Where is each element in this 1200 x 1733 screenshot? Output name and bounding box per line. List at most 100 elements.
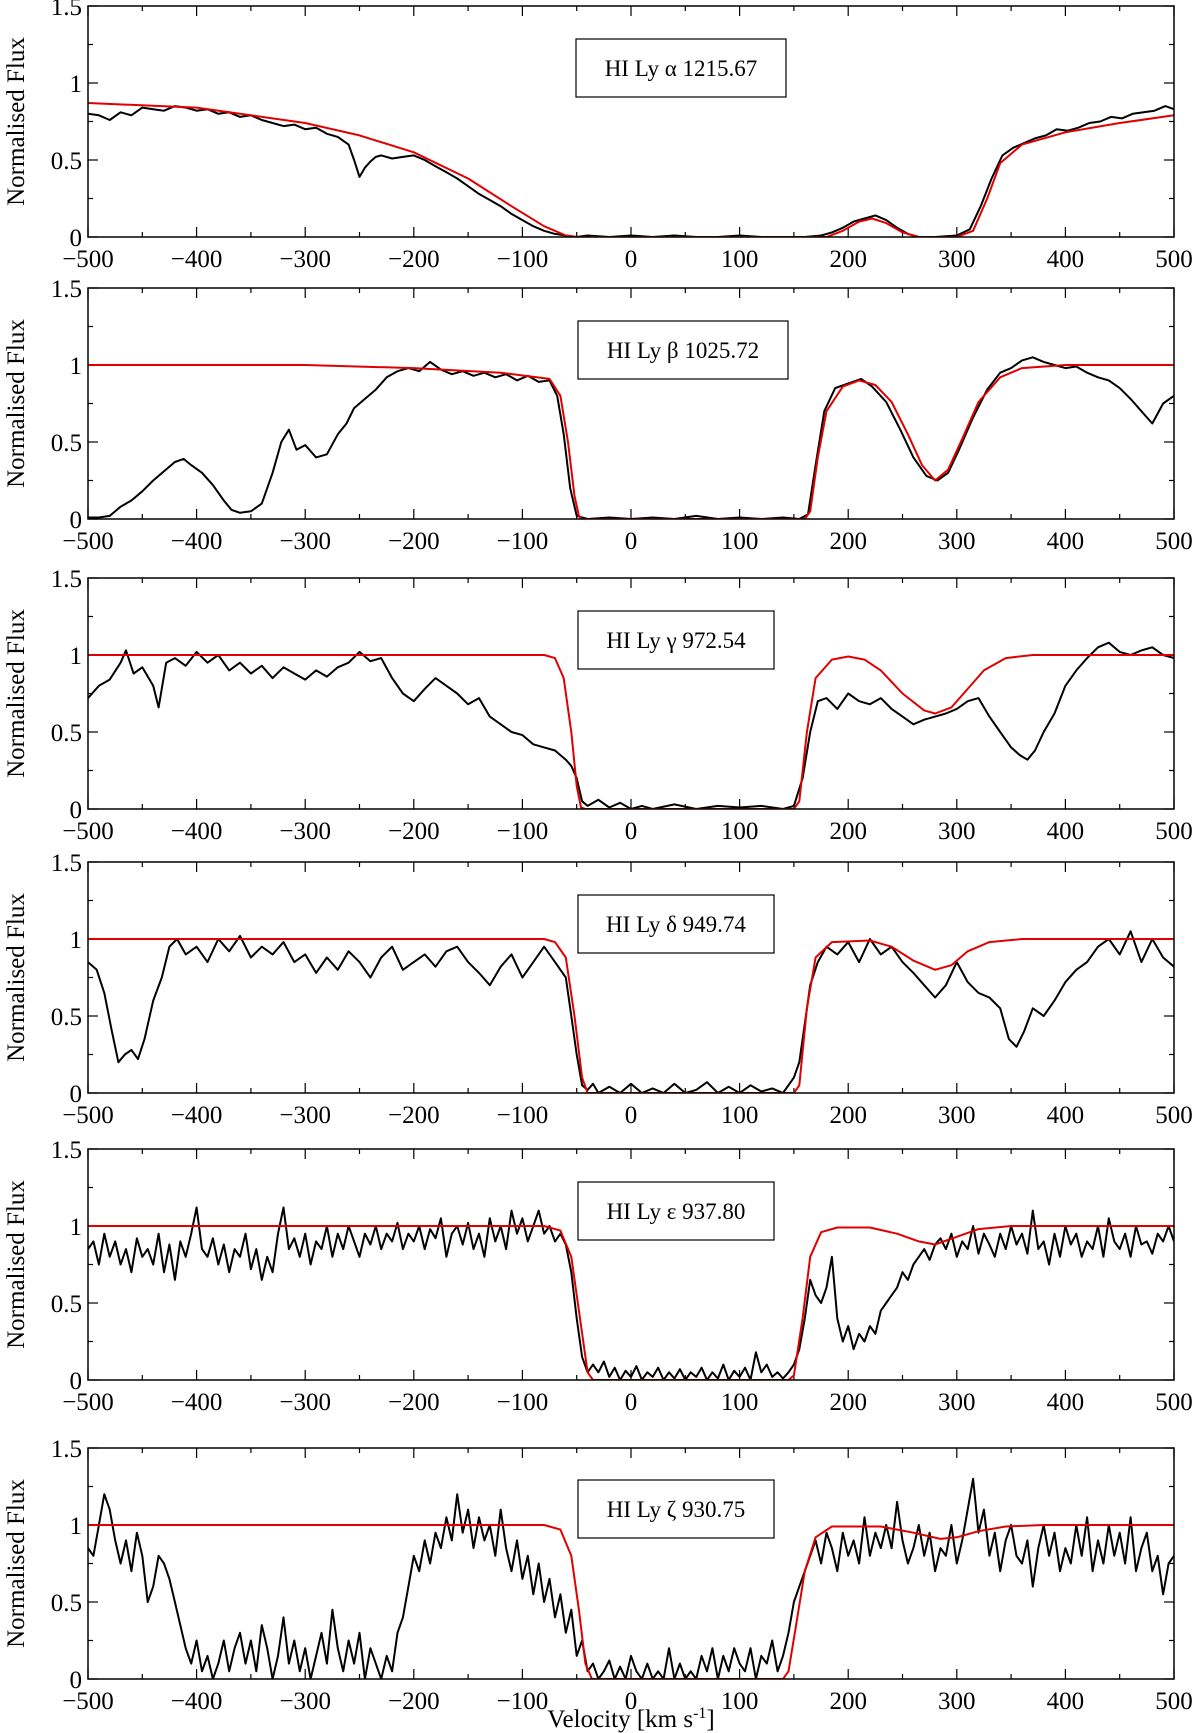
x-tick-label: −200 — [388, 1688, 440, 1715]
plot-frame — [87, 1447, 1175, 1680]
y-tick-label: 0 — [70, 1081, 83, 1108]
legend-line-label: HI Ly γ 972.54 — [606, 628, 746, 653]
x-tick-label: 200 — [829, 1688, 867, 1715]
x-tick-label: 0 — [625, 1102, 638, 1129]
y-axis-label: Normalised Flux — [3, 609, 30, 778]
x-tick-label: 100 — [721, 246, 759, 273]
y-tick-label: 1 — [70, 927, 83, 954]
x-tick-label: 300 — [938, 1389, 976, 1416]
x-tick-label: −100 — [497, 1389, 549, 1416]
y-tick-label: 0.5 — [51, 430, 82, 457]
observed-spectrum-line — [88, 930, 1174, 1093]
x-tick-label: −300 — [279, 246, 331, 273]
y-axis-label: Normalised Flux — [3, 319, 30, 488]
x-tick-label: −100 — [497, 246, 549, 273]
y-tick-label: 1 — [70, 353, 83, 380]
y-tick-label: 0 — [70, 797, 83, 824]
x-tick-label: 0 — [625, 818, 638, 845]
model-fit-line — [88, 938, 1174, 1093]
x-tick-label: 100 — [721, 528, 759, 555]
x-tick-label: −500 — [62, 818, 114, 845]
x-tick-label: −100 — [497, 1688, 549, 1715]
x-tick-label: −200 — [388, 528, 440, 555]
x-tick-label: 500 — [1155, 1102, 1193, 1129]
x-tick-label: −300 — [279, 1389, 331, 1416]
x-tick-label: 0 — [625, 246, 638, 273]
x-tick-label: −400 — [171, 1102, 223, 1129]
x-tick-label: −100 — [497, 528, 549, 555]
x-tick-label: 300 — [938, 1102, 976, 1129]
x-tick-label: 200 — [829, 1389, 867, 1416]
x-tick-label: −300 — [279, 528, 331, 555]
x-tick-label: 400 — [1047, 1688, 1085, 1715]
y-tick-label: 1 — [70, 643, 83, 670]
x-tick-label: 400 — [1047, 528, 1085, 555]
x-tick-label: 0 — [625, 1389, 638, 1416]
y-tick-label: 0.5 — [51, 1004, 82, 1031]
x-tick-label: 0 — [625, 1688, 638, 1715]
x-tick-label: −400 — [171, 1389, 223, 1416]
y-tick-label: 0 — [70, 507, 83, 534]
observed-spectrum-line — [88, 356, 1174, 519]
observed-spectrum-line — [88, 1206, 1174, 1380]
legend-box — [577, 320, 789, 380]
x-tick-label: −200 — [388, 246, 440, 273]
x-tick-label: 100 — [721, 1389, 759, 1416]
x-tick-label: −500 — [62, 1102, 114, 1129]
plot-frame — [87, 5, 1175, 238]
x-tick-label: −300 — [279, 1688, 331, 1715]
observed-spectrum-line — [88, 1477, 1174, 1679]
legend-box — [577, 610, 775, 670]
observed-spectrum-line — [88, 641, 1174, 809]
x-tick-label: 500 — [1155, 1389, 1193, 1416]
y-tick-label: 0.5 — [51, 1291, 82, 1318]
x-tick-label: −400 — [171, 246, 223, 273]
x-tick-label: 500 — [1155, 246, 1193, 273]
model-fit-line — [88, 102, 1174, 237]
x-tick-label: −400 — [171, 1688, 223, 1715]
y-tick-label: 1.5 — [51, 1436, 82, 1463]
x-tick-label: 300 — [938, 1688, 976, 1715]
x-tick-label: 400 — [1047, 246, 1085, 273]
x-tick-label: −300 — [279, 1102, 331, 1129]
x-axis-label-close: ] — [706, 1706, 714, 1733]
x-tick-label: 500 — [1155, 818, 1193, 845]
y-tick-label: 1 — [70, 71, 83, 98]
legend-box — [577, 1479, 775, 1539]
plot-frame — [87, 861, 1175, 1094]
plot-frame — [87, 287, 1175, 520]
x-tick-label: −400 — [171, 528, 223, 555]
x-tick-label: −300 — [279, 818, 331, 845]
x-tick-label: 100 — [721, 1102, 759, 1129]
panel-4: −500 −400 −300 −200 −100 0 100 200 300 400 500 0 0.5… — [3, 850, 1193, 1129]
x-tick-label: −500 — [62, 1389, 114, 1416]
x-tick-label: −100 — [497, 1102, 549, 1129]
y-tick-label: 1 — [70, 1214, 83, 1241]
x-tick-label: 400 — [1047, 818, 1085, 845]
panel-3: −500 −400 −300 −200 −100 0 100 200 300 400 500 0 0.5… — [3, 566, 1193, 845]
x-tick-label: 400 — [1047, 1102, 1085, 1129]
x-tick-label: 200 — [829, 246, 867, 273]
x-tick-label: −500 — [62, 528, 114, 555]
y-tick-label: 0.5 — [51, 148, 82, 175]
x-tick-label: −200 — [388, 1102, 440, 1129]
y-tick-label: 1.5 — [51, 850, 82, 877]
y-tick-label: 0 — [70, 225, 83, 252]
x-tick-label: −100 — [497, 818, 549, 845]
x-tick-label: 100 — [721, 818, 759, 845]
y-tick-label: 1.5 — [51, 276, 82, 303]
legend-box — [577, 1181, 775, 1241]
panel-5: −500 −400 −300 −200 −100 0 100 200 300 400 500 0 0.5… — [3, 1137, 1193, 1416]
x-tick-label: 200 — [829, 818, 867, 845]
x-tick-label: 300 — [938, 818, 976, 845]
panel-1: −500 −400 −300 −200 −100 0 100 200 300 400 500 0 0.5… — [3, 0, 1193, 273]
x-tick-label: 0 — [625, 528, 638, 555]
observed-spectrum-line — [88, 105, 1174, 237]
model-fit-line — [88, 364, 1174, 519]
tick-marks — [87, 861, 1175, 1094]
x-tick-label: 500 — [1155, 1688, 1193, 1715]
y-axis-label: Normalised Flux — [3, 893, 30, 1062]
x-axis-label-main: Velocity [km s — [547, 1706, 693, 1733]
x-tick-label: −200 — [388, 1389, 440, 1416]
y-axis-label: Normalised Flux — [3, 37, 30, 206]
